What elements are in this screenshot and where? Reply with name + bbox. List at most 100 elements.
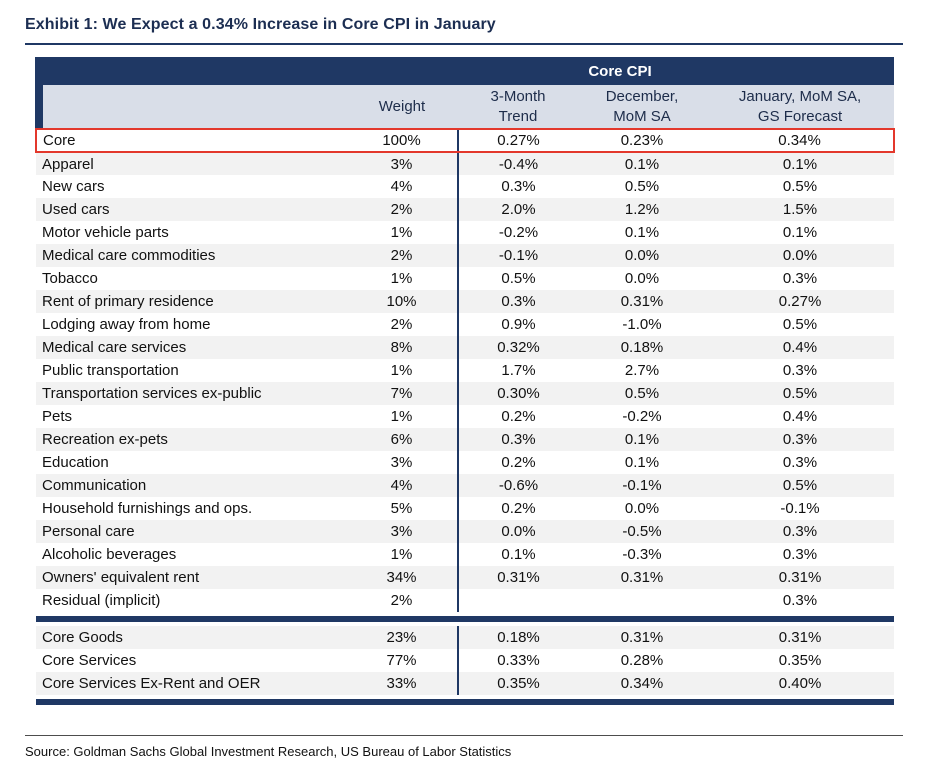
january-cell: 0.3% — [706, 451, 895, 474]
summary-rows: Core Goods 23% 0.18% 0.31% 0.31% Core Service… — [36, 626, 895, 695]
january-cell: 0.0% — [706, 244, 895, 267]
column-header-component — [36, 85, 346, 129]
table-row: Core Goods 23% 0.18% 0.31% 0.31% — [36, 626, 895, 649]
bottom-gap — [36, 695, 895, 699]
trend-3m-cell: 0.30% — [457, 382, 578, 405]
separator-gap-cell — [36, 612, 895, 616]
table-row: Residual (implicit) 2% 0.3% — [36, 589, 895, 612]
trend-3m-cell: 0.2% — [457, 451, 578, 474]
component-cell: New cars — [36, 175, 346, 198]
separator-gap — [36, 612, 895, 616]
column-header-row: Weight 3-Month Trend December, MoM SA Ja… — [36, 85, 895, 129]
weight-cell: 2% — [346, 198, 458, 221]
table-row: Motor vehicle parts 1% -0.2% 0.1% 0.1% — [36, 221, 895, 244]
footer-divider — [25, 735, 903, 736]
december-cell: 0.0% — [578, 267, 706, 290]
component-rows: Core 100% 0.27% 0.23% 0.34% Apparel 3% -0.4% 0.1… — [35, 128, 896, 612]
trend-3m-cell: -0.4% — [457, 152, 578, 175]
january-cell: 0.5% — [706, 313, 895, 336]
table-bottom-border — [36, 695, 895, 705]
weight-cell: 4% — [346, 474, 458, 497]
component-cell: Core Goods — [36, 626, 346, 649]
december-cell: 1.2% — [578, 198, 706, 221]
trend-3m-cell: -0.2% — [457, 221, 578, 244]
table-row: Education 3% 0.2% 0.1% 0.3% — [36, 451, 895, 474]
weight-cell: 34% — [346, 566, 458, 589]
component-cell: Core Services Ex-Rent and OER — [36, 672, 346, 695]
exhibit-page: Exhibit 1: We Expect a 0.34% Increase in… — [25, 16, 903, 759]
component-cell: Pets — [36, 405, 346, 428]
separator-band-cell — [36, 616, 895, 622]
january-cell: 0.31% — [706, 566, 895, 589]
december-cell: 0.18% — [578, 336, 706, 359]
december-cell: 0.1% — [578, 221, 706, 244]
bottom-band — [36, 699, 895, 705]
component-cell: Medical care services — [36, 336, 346, 359]
component-cell: Core — [35, 128, 346, 153]
weight-cell: 1% — [346, 221, 458, 244]
trend-3m-cell: 0.33% — [457, 649, 578, 672]
december-cell: -0.2% — [578, 405, 706, 428]
table-row: Core 100% 0.27% 0.23% 0.34% — [35, 128, 896, 153]
december-cell: -0.3% — [578, 543, 706, 566]
trend-3m-cell: -0.6% — [457, 474, 578, 497]
trend-3m-cell: 0.5% — [457, 267, 578, 290]
section-separator — [36, 612, 895, 626]
december-cell: 0.31% — [578, 566, 706, 589]
january-cell: 0.34% — [706, 128, 896, 153]
weight-cell: 2% — [346, 589, 458, 612]
december-cell: 0.0% — [578, 497, 706, 520]
december-cell: 0.28% — [578, 649, 706, 672]
january-cell: 0.1% — [706, 152, 895, 175]
table-row: Apparel 3% -0.4% 0.1% 0.1% — [36, 152, 895, 175]
trend-3m-cell: 0.1% — [457, 543, 578, 566]
table-row: Lodging away from home 2% 0.9% -1.0% 0.5% — [36, 313, 895, 336]
table-row: Communication 4% -0.6% -0.1% 0.5% — [36, 474, 895, 497]
component-cell: Motor vehicle parts — [36, 221, 346, 244]
december-cell: 0.31% — [578, 290, 706, 313]
weight-cell: 33% — [346, 672, 458, 695]
component-cell: Alcoholic beverages — [36, 543, 346, 566]
component-cell: Education — [36, 451, 346, 474]
title-divider — [25, 43, 903, 45]
separator-gap-cell — [36, 622, 895, 626]
header-left-accent-bar — [35, 57, 43, 128]
trend-3m-cell: 0.27% — [457, 128, 578, 153]
table-row: Recreation ex-pets 6% 0.3% 0.1% 0.3% — [36, 428, 895, 451]
january-cell: 0.40% — [706, 672, 895, 695]
weight-cell: 5% — [346, 497, 458, 520]
january-cell: 0.5% — [706, 474, 895, 497]
banner-empty-cell — [36, 57, 346, 85]
december-cell: 0.31% — [578, 626, 706, 649]
december-cell: -1.0% — [578, 313, 706, 336]
weight-cell: 7% — [346, 382, 458, 405]
weight-cell: 10% — [346, 290, 458, 313]
january-cell: 0.3% — [706, 359, 895, 382]
january-cell: 0.35% — [706, 649, 895, 672]
source-attribution: Source: Goldman Sachs Global Investment … — [25, 744, 512, 759]
december-cell: 0.1% — [578, 451, 706, 474]
weight-cell: 6% — [346, 428, 458, 451]
cpi-table-wrapper: Core CPI Weight 3-Month Trend December, … — [25, 57, 903, 705]
trend-3m-cell: 1.7% — [457, 359, 578, 382]
january-cell: 0.4% — [706, 336, 895, 359]
trend-3m-cell: 2.0% — [457, 198, 578, 221]
january-cell: 0.4% — [706, 405, 895, 428]
december-cell: -0.1% — [578, 474, 706, 497]
separator-band — [36, 616, 895, 622]
january-cell: 0.3% — [706, 267, 895, 290]
december-cell: 0.1% — [578, 152, 706, 175]
bottom-gap-cell — [36, 695, 895, 699]
december-cell: 0.23% — [578, 128, 706, 153]
component-cell: Transportation services ex-public — [36, 382, 346, 405]
column-header-december-mom-sa: December, MoM SA — [578, 85, 706, 129]
december-cell — [578, 589, 706, 612]
january-cell: 0.3% — [706, 520, 895, 543]
component-cell: Core Services — [36, 649, 346, 672]
table-row: Alcoholic beverages 1% 0.1% -0.3% 0.3% — [36, 543, 895, 566]
weight-cell: 100% — [346, 128, 458, 153]
january-cell: 0.1% — [706, 221, 895, 244]
table-row: Medical care services 8% 0.32% 0.18% 0.4% — [36, 336, 895, 359]
january-cell: 0.27% — [706, 290, 895, 313]
table-row: Rent of primary residence 10% 0.3% 0.31% 0.2… — [36, 290, 895, 313]
